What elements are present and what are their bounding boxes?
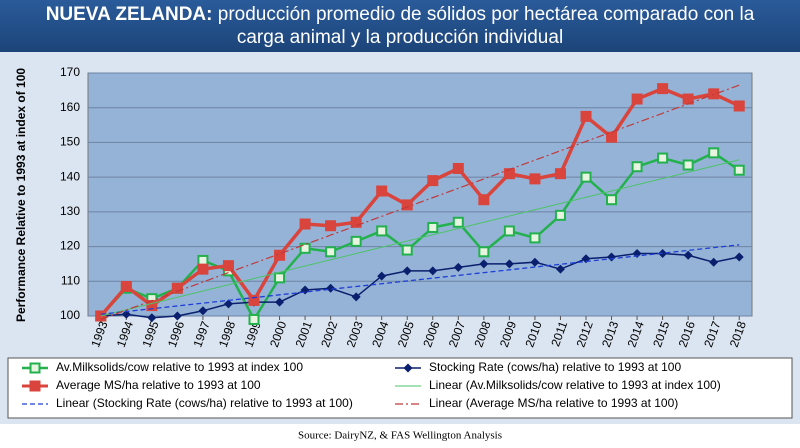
data-point — [478, 246, 490, 258]
chart: Performance Relative to 1993 at index of… — [0, 52, 800, 442]
data-point — [606, 131, 618, 143]
data-point — [427, 221, 439, 233]
data-point — [530, 257, 540, 267]
data-point — [657, 152, 669, 164]
data-point — [351, 292, 361, 302]
data-point — [708, 88, 720, 100]
data-point — [147, 313, 157, 323]
data-point — [350, 216, 362, 228]
legend-marker — [29, 362, 41, 374]
data-point — [504, 259, 514, 269]
source: Source: DairyNZ, & FAS Wellington Analys… — [298, 430, 502, 442]
data-point — [554, 209, 566, 221]
data-point — [350, 235, 362, 247]
data-point — [401, 199, 413, 211]
y-tick-label: 100 — [60, 308, 80, 322]
data-point — [274, 249, 286, 261]
data-point — [146, 300, 158, 312]
y-tick-label: 120 — [60, 239, 80, 253]
data-point — [300, 285, 310, 295]
data-point — [452, 162, 464, 174]
data-point — [197, 263, 209, 275]
data-point — [479, 259, 489, 269]
data-point — [554, 168, 566, 180]
header: NUEVA ZELANDA: producción promedio de só… — [0, 0, 800, 52]
data-point — [248, 294, 260, 306]
data-point — [682, 93, 694, 105]
y-tick-label: 160 — [60, 100, 80, 114]
data-point — [657, 83, 669, 95]
data-point — [248, 313, 260, 325]
data-point — [733, 164, 745, 176]
legend-label: Linear (Stocking Rate (cows/ha) relative… — [56, 396, 353, 410]
data-point — [299, 242, 311, 254]
data-point — [326, 283, 336, 293]
data-point — [503, 225, 515, 237]
data-point — [580, 110, 592, 122]
data-point — [275, 297, 285, 307]
data-point — [580, 171, 592, 183]
data-point — [325, 246, 337, 258]
data-point — [377, 271, 387, 281]
y-tick-label: 130 — [60, 204, 80, 218]
y-tick-label: 110 — [61, 273, 80, 287]
data-point — [529, 232, 541, 244]
legend-label: Stocking Rate (cows/ha) relative to 1993… — [429, 360, 681, 374]
legend-label: Linear (Average MS/ha relative to 1993 a… — [429, 396, 678, 410]
data-point — [606, 194, 618, 206]
data-point — [325, 220, 337, 232]
data-point — [299, 218, 311, 230]
series-line — [100, 252, 740, 319]
y-axis-label: Performance Relative to 1993 at index of… — [14, 68, 28, 322]
legend-label: Av.Milksolids/cow relative to 1993 at in… — [56, 360, 303, 374]
series-line — [100, 159, 740, 317]
data-point — [682, 159, 694, 171]
data-point — [274, 272, 286, 284]
title-prefix: NUEVA ZELANDA: — [45, 4, 213, 25]
data-point — [171, 282, 183, 294]
data-point — [658, 249, 668, 259]
data-point — [401, 244, 413, 256]
data-point — [428, 266, 438, 276]
y-tick-label: 140 — [60, 169, 80, 183]
data-point — [427, 175, 439, 187]
data-point — [198, 306, 208, 316]
legend-marker — [403, 363, 413, 373]
data-point — [453, 262, 463, 272]
data-point — [733, 100, 745, 112]
data-point — [402, 266, 412, 276]
chart-title: producción promedio de sólidos por hectá… — [217, 4, 755, 48]
data-point — [555, 264, 565, 274]
legend-label: Linear (Av.Milksolids/cow relative to 19… — [429, 378, 721, 392]
data-point — [478, 194, 490, 206]
data-point — [376, 225, 388, 237]
legend-label: Average MS/ha relative to 1993 at 100 — [56, 378, 261, 392]
data-point — [120, 280, 132, 292]
data-point — [223, 299, 233, 309]
y-tick-label: 150 — [60, 135, 80, 149]
legend-marker — [29, 380, 41, 392]
data-point — [709, 257, 719, 267]
data-point — [631, 93, 643, 105]
series-line — [100, 244, 740, 315]
data-point — [376, 185, 388, 197]
data-point — [503, 168, 515, 180]
data-point — [121, 309, 131, 319]
data-point — [222, 260, 234, 272]
data-point — [607, 252, 617, 262]
data-point — [708, 147, 720, 159]
y-tick-label: 170 — [60, 65, 80, 79]
data-point — [683, 250, 693, 260]
data-point — [734, 252, 744, 262]
data-point — [529, 173, 541, 185]
data-point — [631, 161, 643, 173]
series-line — [100, 84, 740, 321]
data-point — [172, 311, 182, 321]
data-point — [452, 216, 464, 228]
data-point — [197, 254, 209, 266]
